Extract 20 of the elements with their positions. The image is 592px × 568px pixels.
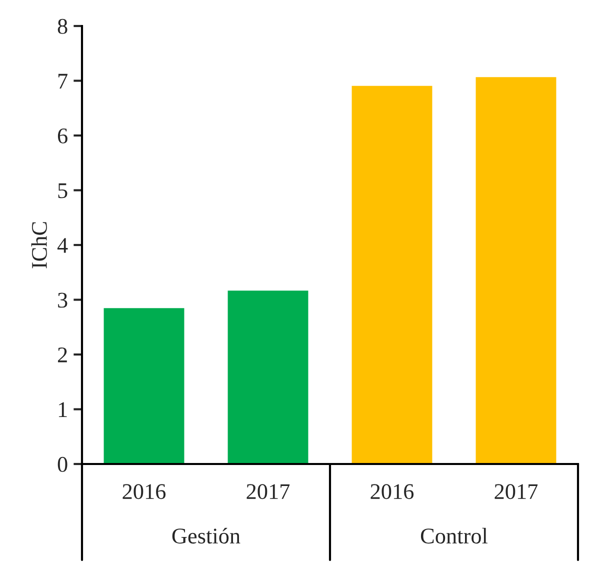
y-tick-label: 4	[57, 238, 68, 253]
bar	[350, 84, 434, 464]
bar	[226, 289, 310, 464]
y-tick-label: 5	[58, 183, 68, 198]
y-tick-label: 2	[58, 347, 67, 362]
text: Control	[420, 528, 488, 544]
x-tick-label: 2016	[122, 484, 166, 500]
x-tick-label: 2017	[246, 484, 290, 500]
x-tick-label: 2016	[370, 484, 414, 500]
text: Gestión	[172, 528, 240, 544]
bar	[474, 76, 558, 464]
y-tick-label: 3	[58, 292, 68, 308]
y-axis-title: IChC	[31, 222, 47, 268]
y-tick-label: 8	[58, 18, 68, 34]
x-tick-label: 2017	[494, 484, 538, 500]
y-tick-label: 6	[58, 128, 68, 144]
y-tick-label: 7	[58, 74, 68, 88]
y-tick-label: 1	[58, 402, 67, 417]
y-tick-label: 0	[58, 456, 68, 472]
bar	[102, 306, 186, 464]
